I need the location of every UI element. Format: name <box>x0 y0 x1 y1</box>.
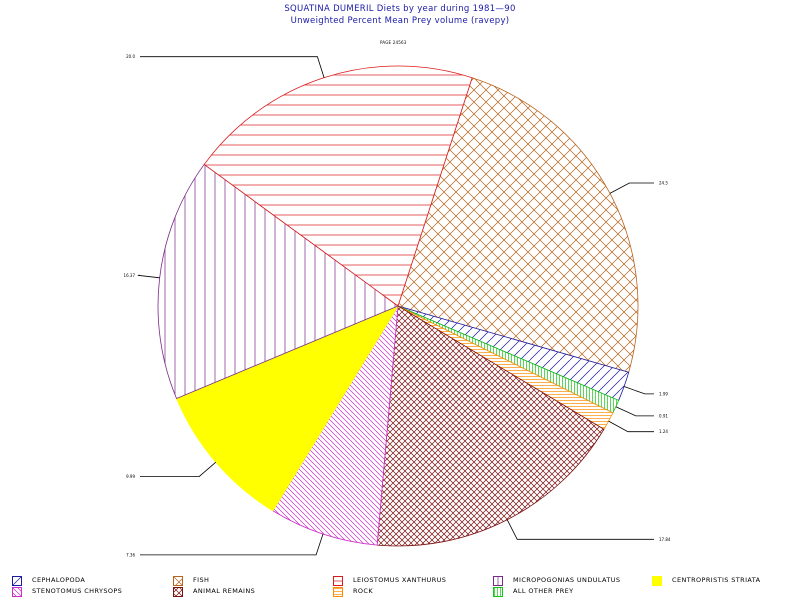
leader-line <box>615 406 654 417</box>
slice-label: 17.84 <box>659 537 671 542</box>
slice-label: 16.37 <box>124 273 136 278</box>
legend-label: ANIMAL REMAINS <box>193 587 256 595</box>
leader-line <box>609 182 654 194</box>
slice-label: 9.99 <box>126 474 135 479</box>
legend-swatch-centropristis <box>652 576 662 586</box>
legend-swatch-cephalopoda <box>12 576 22 586</box>
slice-label: 1.99 <box>659 391 668 396</box>
pie-slice-fish <box>397 77 639 373</box>
slice-labels: 24.5 1.99 0.91 1.24 17.84 7.36 9.99 16.37 20.0 <box>124 54 671 557</box>
leader-line <box>506 519 654 540</box>
legend-swatch-stenotomus <box>12 587 22 597</box>
leader-line <box>608 420 654 433</box>
legend-label: CENTROPRISTIS STRIATA <box>672 576 761 584</box>
pie-slices <box>157 65 639 547</box>
legend-label: ROCK <box>353 587 374 595</box>
legend-swatch-micropogonias <box>493 576 503 586</box>
leader-lines <box>137 56 654 556</box>
legend-label: FISH <box>193 576 210 584</box>
legend-label: CEPHALOPODA <box>32 576 86 584</box>
leader-line <box>623 386 654 395</box>
leader-line <box>140 56 325 78</box>
legend-label: STENOTOMUS CHRYSOPS <box>32 587 123 595</box>
legend-swatch-animal-remains <box>173 587 183 597</box>
leader-line <box>140 461 217 478</box>
slice-label: 7.36 <box>126 552 135 557</box>
pie-slice-animal-remains <box>376 305 605 547</box>
chart-title: SQUATINA DUMERIL Diets by year during 19… <box>284 4 516 14</box>
slice-label: 0.91 <box>659 413 668 418</box>
slice-label: 1.24 <box>659 429 668 434</box>
legend-label: ALL OTHER PREY <box>513 587 574 595</box>
legend-label: MICROPOGONIAS UNDULATUS <box>513 576 621 584</box>
legend-swatch-leiostomus <box>333 576 343 586</box>
leader-line <box>140 533 324 556</box>
legend: CEPHALOPODA STENOTOMUS CHRYSOPS FISH ANI… <box>0 572 800 600</box>
legend-label: LEIOSTOMUS XANTHURUS <box>353 576 447 584</box>
slice-label: 24.5 <box>659 181 668 186</box>
slice-label: 20.0 <box>126 54 135 59</box>
pie-slice-stenotomus-chrysops <box>272 305 399 546</box>
legend-swatch-all-other-prey <box>493 587 503 597</box>
page-number: PAGE 24563 <box>380 40 407 45</box>
legend-swatch-rock <box>333 587 343 597</box>
legend-swatch-fish <box>173 576 183 586</box>
chart-subtitle: Unweighted Percent Mean Prey volume (rav… <box>290 16 510 26</box>
leader-line <box>137 274 160 279</box>
